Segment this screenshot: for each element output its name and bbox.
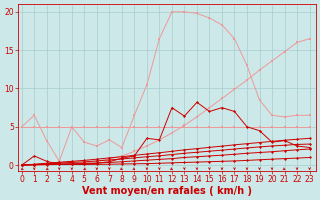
- X-axis label: Vent moyen/en rafales ( km/h ): Vent moyen/en rafales ( km/h ): [82, 186, 252, 196]
